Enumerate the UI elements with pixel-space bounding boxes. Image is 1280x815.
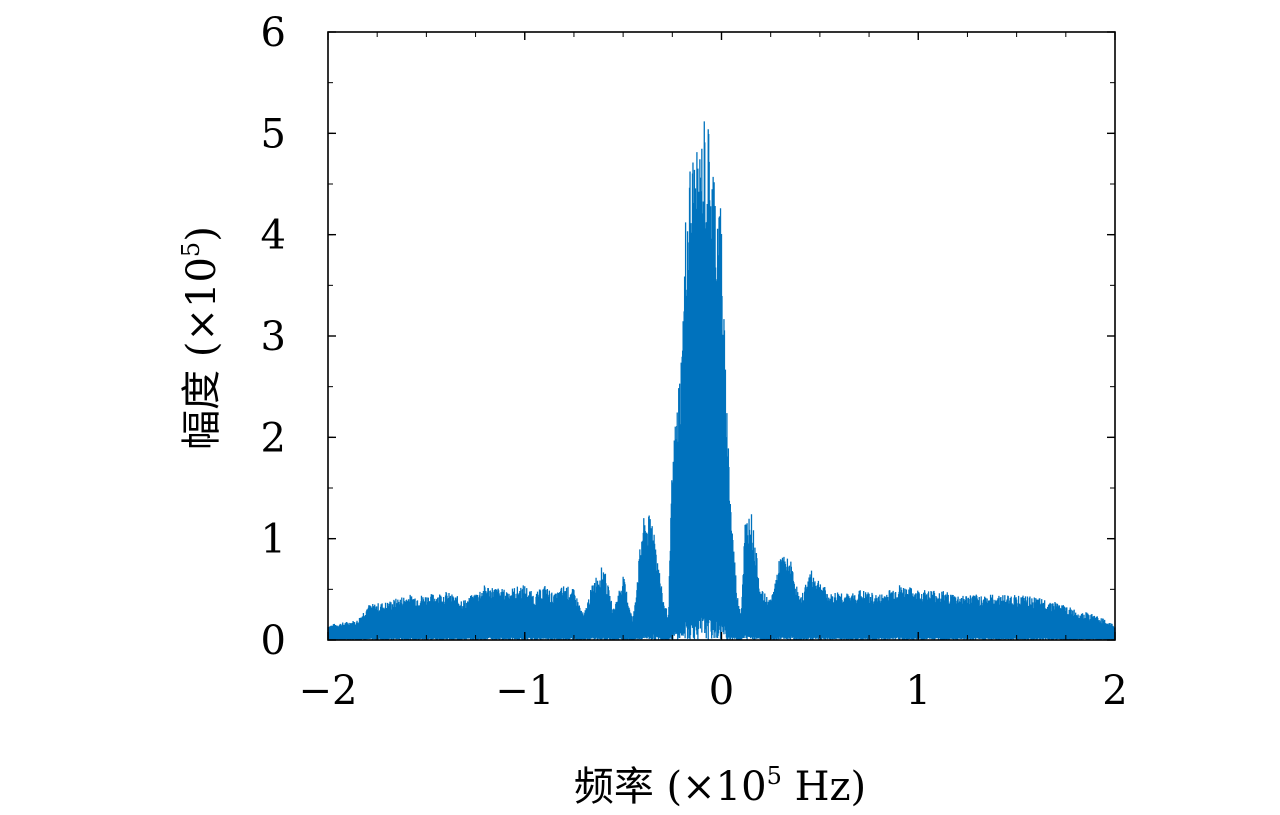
series-0-line [327,121,1116,640]
plot-area [327,121,1116,640]
y-tick-label: 3 [261,314,286,360]
y-tick-label: 0 [261,618,286,664]
x-axis-label-prefix: 频率 (×10 [574,764,767,810]
x-tick-label: 1 [906,668,931,714]
y-axis-label-suffix: ) [179,226,225,242]
x-tick-label: 0 [709,668,734,714]
y-axis-label-exp: 5 [177,242,205,257]
x-tick-label: −1 [495,668,554,714]
x-axis-label-suffix: Hz) [782,764,866,810]
y-tick-label: 2 [261,415,286,461]
y-tick-label: 6 [261,10,286,56]
y-tick-label: 5 [261,111,286,157]
y-axis-label-prefix: 幅度 (×10 [179,257,225,450]
x-tick-label: 2 [1102,668,1127,714]
axes: −2 −1 0 1 2 0 1 2 3 4 5 6 [261,10,1128,714]
y-axis-label: 幅度 (×105) [177,226,225,450]
x-axis-label-exp: 5 [767,762,782,790]
x-tick-label: −2 [299,668,358,714]
x-axis-label: 频率 (×105 Hz) [574,762,866,810]
y-tick-label: 1 [261,517,286,563]
y-tick-label: 4 [261,213,286,259]
